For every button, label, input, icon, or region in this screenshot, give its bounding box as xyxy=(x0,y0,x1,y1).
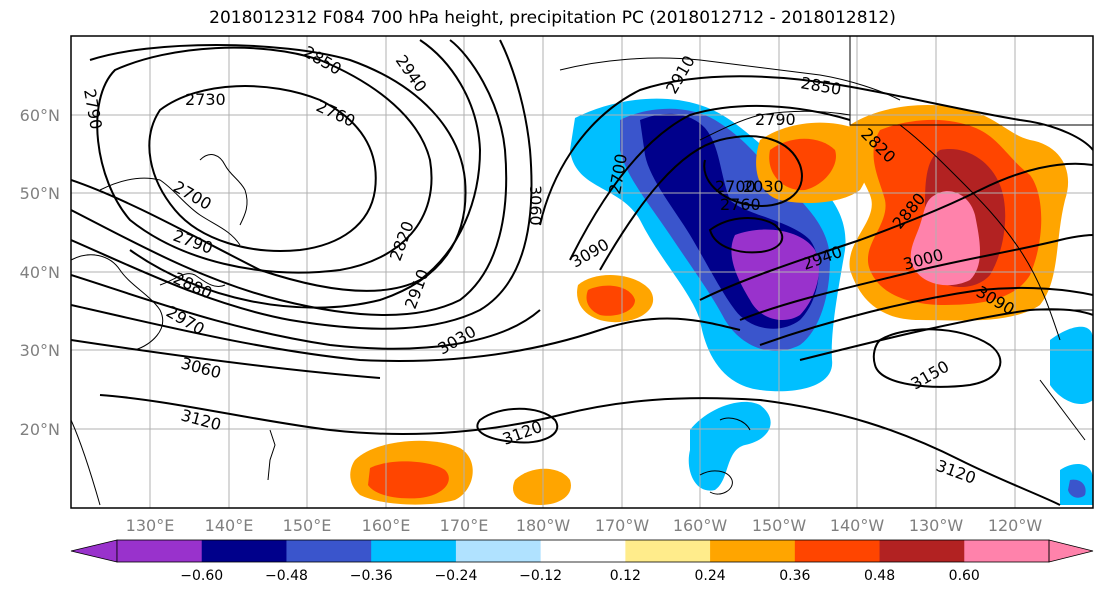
lon-tick-label: 140°E xyxy=(205,516,254,535)
colorbar-tick-label: −0.48 xyxy=(265,568,308,584)
lon-tick-label: 170°E xyxy=(440,516,489,535)
lon-tick-label: 160°E xyxy=(362,516,411,535)
colorbar-swatch xyxy=(794,540,881,562)
lon-tick-label: 150°E xyxy=(283,516,332,535)
contour-label: 2790 xyxy=(755,110,796,129)
lon-tick-label: 160°W xyxy=(673,516,728,535)
coastlines xyxy=(71,36,1093,506)
lat-tick-label: 60°N xyxy=(20,106,60,125)
colorbar-swatch xyxy=(879,540,965,562)
colorbar-tick-label: −0.36 xyxy=(350,568,393,584)
height-contours xyxy=(71,39,1093,506)
contour-label: 2700 xyxy=(715,177,756,196)
map-panel: 2790 2730 2850 2940 2910 2850 2760 2790 … xyxy=(70,35,1094,509)
colorbar-tick-label: −0.24 xyxy=(434,568,477,584)
colorbar-extend-min xyxy=(70,539,118,563)
colorbar-swatch xyxy=(455,540,542,562)
lon-tick-label: 180°W xyxy=(516,516,571,535)
lon-tick-label: 120°W xyxy=(988,516,1043,535)
lat-tick-label: 30°N xyxy=(20,341,60,360)
colorbar-swatch xyxy=(625,540,711,562)
map-title: 2018012312 F084 700 hPa height, precipit… xyxy=(209,8,896,28)
colorbar-swatch xyxy=(540,540,626,562)
colorbar-tick-label: 0.48 xyxy=(864,568,895,584)
lon-tick-label: 140°W xyxy=(830,516,885,535)
colorbar-tick-label: 0.12 xyxy=(610,568,641,584)
contour-label: 2730 xyxy=(185,90,226,109)
map-frame xyxy=(70,35,1094,509)
map-gridlines xyxy=(71,36,1093,508)
precip-shading xyxy=(350,98,1093,505)
colorbar-swatch xyxy=(371,540,457,562)
contour-label: 3060 xyxy=(526,185,545,226)
colorbar-tick-label: 0.24 xyxy=(695,568,726,584)
colorbar-swatch xyxy=(201,540,287,562)
colorbar-tick-label: 0.60 xyxy=(949,568,980,584)
lat-axis: 60°N 50°N 40°N 30°N 20°N xyxy=(20,106,60,439)
colorbar-outline xyxy=(116,539,1050,563)
colorbar-tick-label: 0.36 xyxy=(779,568,810,584)
contour-label: 2760 xyxy=(720,195,761,214)
lon-axis: 130°E 140°E 150°E 160°E 170°E 180°W 170°… xyxy=(126,516,1043,535)
lon-tick-label: 170°W xyxy=(595,516,650,535)
lat-tick-label: 40°N xyxy=(20,263,60,282)
colorbar-tick-label: −0.60 xyxy=(180,568,223,584)
lat-tick-label: 20°N xyxy=(20,420,60,439)
lon-tick-label: 130°W xyxy=(909,516,964,535)
colorbar-extend-max xyxy=(1048,539,1094,563)
lon-tick-label: 130°E xyxy=(126,516,175,535)
colorbar-swatch xyxy=(710,540,796,562)
lon-tick-label: 150°W xyxy=(752,516,807,535)
colorbar: −0.60 −0.48 −0.36 −0.24 −0.12 0.12 0.24 0.36 0.4… xyxy=(70,539,1094,584)
colorbar-swatch xyxy=(286,540,372,562)
colorbar-tick-label: −0.12 xyxy=(519,568,562,584)
lat-tick-label: 50°N xyxy=(20,184,60,203)
colorbar-swatch xyxy=(117,540,203,562)
colorbar-swatch xyxy=(964,540,1050,562)
contour-label: 2030 xyxy=(743,177,784,196)
